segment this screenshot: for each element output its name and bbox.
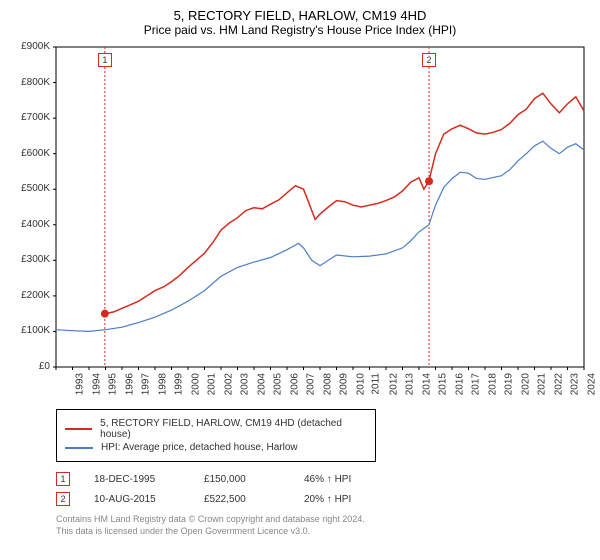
- y-tick-label: £400K: [12, 219, 50, 230]
- legend-swatch: [65, 447, 93, 449]
- x-tick-label: 2020: [520, 373, 531, 395]
- x-tick-label: 2008: [322, 373, 333, 395]
- sale-date: 10-AUG-2015: [94, 494, 204, 505]
- x-tick-label: 2003: [239, 373, 250, 395]
- chart-subtitle: Price paid vs. HM Land Registry's House …: [12, 23, 588, 37]
- footer-line1: Contains HM Land Registry data © Crown c…: [56, 514, 588, 526]
- x-tick-label: 2001: [206, 373, 217, 395]
- x-tick-label: 2021: [536, 373, 547, 395]
- legend-item: 5, RECTORY FIELD, HARLOW, CM19 4HD (deta…: [65, 418, 367, 440]
- sale-marker: 2: [56, 492, 70, 506]
- x-tick-label: 2016: [454, 373, 465, 395]
- x-tick-label: 1993: [74, 373, 85, 395]
- x-tick-label: 1998: [157, 373, 168, 395]
- x-tick-label: 2000: [190, 373, 201, 395]
- chart-area: £0 £100K £200K £300K £400K £500K £600K £700K £80…: [12, 43, 588, 403]
- chart-title: 5, RECTORY FIELD, HARLOW, CM19 4HD: [12, 8, 588, 23]
- x-tick-label: 2005: [272, 373, 283, 395]
- legend-item: HPI: Average price, detached house, Harl…: [65, 442, 367, 453]
- y-tick-label: £800K: [12, 77, 50, 88]
- legend-swatch: [65, 428, 92, 430]
- y-tick-label: £0: [12, 361, 50, 372]
- y-tick-label: £200K: [12, 290, 50, 301]
- footer-note: Contains HM Land Registry data © Crown c…: [56, 514, 588, 537]
- x-tick-label: 2004: [256, 373, 267, 395]
- x-tick-label: 2009: [338, 373, 349, 395]
- sale-price: £150,000: [204, 474, 304, 485]
- x-tick-label: 2007: [305, 373, 316, 395]
- x-tick-label: 2022: [553, 373, 564, 395]
- x-tick-label: 2011: [371, 373, 382, 395]
- legend-label: HPI: Average price, detached house, Harl…: [101, 442, 298, 453]
- sale-hpi: 20% ↑ HPI: [304, 494, 404, 505]
- x-tick-label: 1997: [140, 373, 151, 395]
- sales-rows: 1 18-DEC-1995£150,00046% ↑ HPI 2 10-AUG-201…: [56, 472, 588, 506]
- x-tick-label: 2017: [470, 373, 481, 395]
- legend: 5, RECTORY FIELD, HARLOW, CM19 4HD (deta…: [56, 409, 376, 462]
- x-tick-label: 1996: [124, 373, 135, 395]
- y-tick-label: £100K: [12, 325, 50, 336]
- sale-row: 2 10-AUG-2015£522,50020% ↑ HPI: [56, 492, 588, 506]
- y-tick-label: £300K: [12, 254, 50, 265]
- x-tick-label: 2014: [421, 373, 432, 395]
- chart-svg: [12, 43, 588, 371]
- x-tick-label: 1999: [173, 373, 184, 395]
- footer-line2: This data is licensed under the Open Gov…: [56, 526, 588, 538]
- marker-box: 1: [98, 53, 112, 67]
- x-tick-label: 2006: [289, 373, 300, 395]
- x-tick-label: 2013: [404, 373, 415, 395]
- x-tick-label: 2023: [569, 373, 580, 395]
- x-tick-label: 2019: [503, 373, 514, 395]
- x-tick-label: 2002: [223, 373, 234, 395]
- sale-row: 1 18-DEC-1995£150,00046% ↑ HPI: [56, 472, 588, 486]
- x-tick-label: 2018: [487, 373, 498, 395]
- x-tick-label: 2015: [437, 373, 448, 395]
- x-tick-label: 2012: [388, 373, 399, 395]
- y-tick-label: £900K: [12, 41, 50, 52]
- y-tick-label: £700K: [12, 112, 50, 123]
- sale-hpi: 46% ↑ HPI: [304, 474, 404, 485]
- x-tick-label: 2010: [355, 373, 366, 395]
- x-tick-label: 1994: [91, 373, 102, 395]
- y-tick-label: £500K: [12, 183, 50, 194]
- x-tick-label: 1995: [107, 373, 118, 395]
- sale-price: £522,500: [204, 494, 304, 505]
- legend-label: 5, RECTORY FIELD, HARLOW, CM19 4HD (deta…: [100, 418, 367, 440]
- x-tick-label: 2024: [586, 373, 597, 395]
- marker-box: 2: [422, 53, 436, 67]
- sale-marker: 1: [56, 472, 70, 486]
- sale-date: 18-DEC-1995: [94, 474, 204, 485]
- y-tick-label: £600K: [12, 148, 50, 159]
